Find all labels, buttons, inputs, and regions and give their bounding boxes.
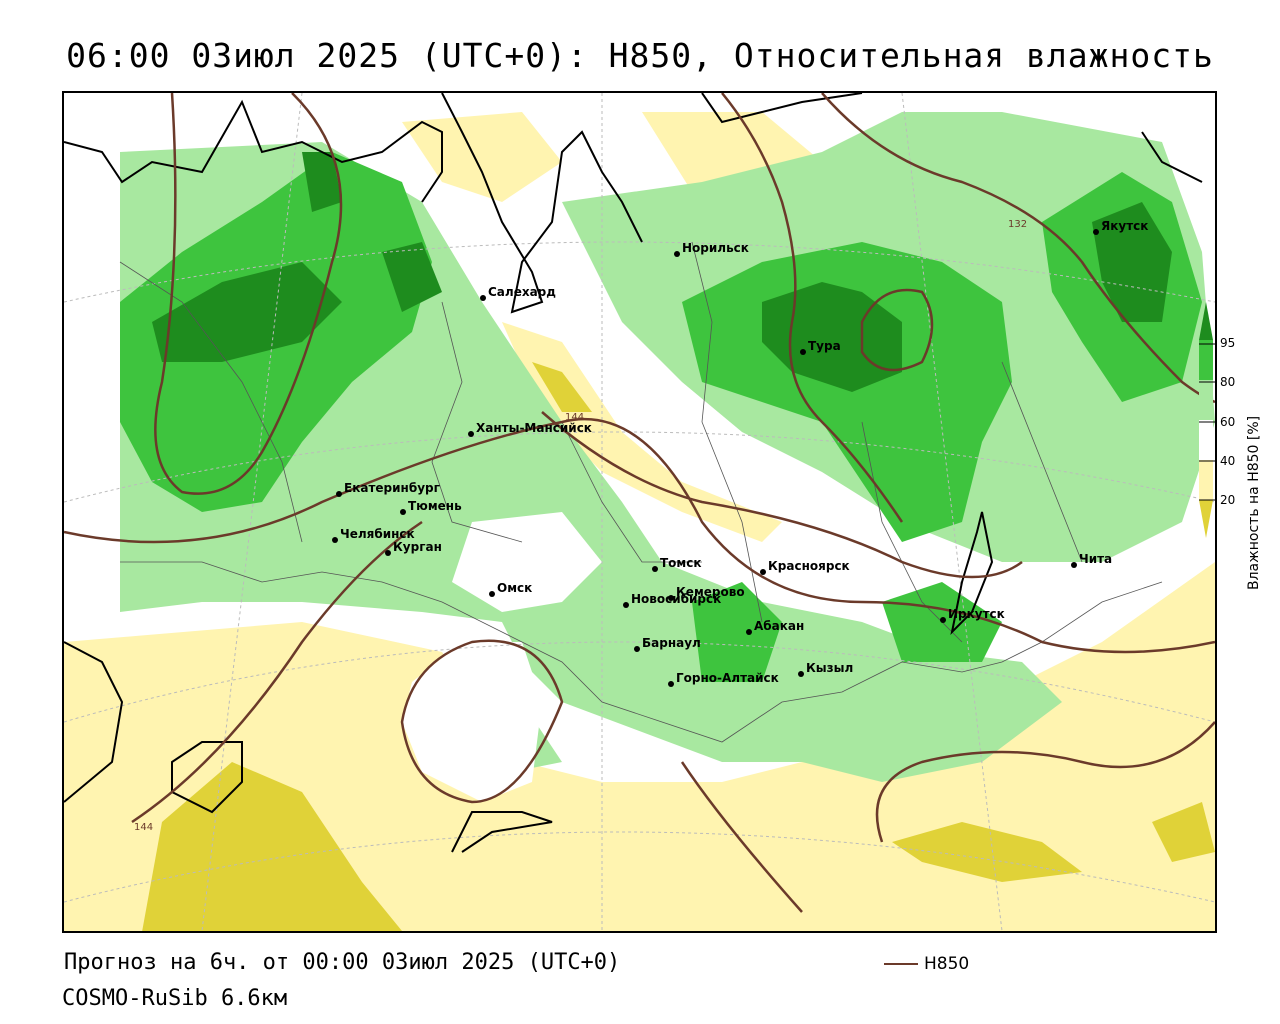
city-label: Горно-Алтайск — [676, 671, 779, 685]
colorbar-title: Влажность на H850 [%] — [1246, 350, 1266, 590]
contour-label: 144 — [565, 412, 584, 423]
city-dot — [400, 509, 406, 515]
city-label: Якутск — [1101, 219, 1148, 233]
city-label: Абакан — [754, 619, 804, 633]
colorbar-bottom-arrow — [1199, 500, 1213, 538]
city-label: Омск — [497, 581, 532, 595]
colorbar-tick-label: 20 — [1220, 493, 1236, 507]
colorbar-tick-label: 40 — [1220, 454, 1236, 468]
city-label: Норильск — [682, 241, 749, 255]
colorbar-tick-label: 60 — [1220, 415, 1236, 429]
forecast-info: Прогноз на 6ч. от 00:00 03июл 2025 (UTC+… — [64, 950, 621, 975]
city-label: Екатеринбург — [344, 481, 440, 495]
contour-label: 144 — [134, 822, 153, 833]
city-label: Кызыл — [806, 661, 853, 675]
city-dot — [760, 569, 766, 575]
humidity-map: 144 144 132 Норильск Якутск Салехард Тура Ха… — [62, 91, 1217, 933]
colorbar-segment — [1199, 340, 1213, 380]
colorbar-top-arrow — [1199, 302, 1213, 340]
city-label: Ханты-Мансийск — [476, 421, 592, 435]
city-dot — [798, 671, 804, 677]
low-humidity-areas — [402, 512, 602, 802]
city-markers: Норильск Якутск Салехард Тура Ханты-Мансийск… — [332, 219, 1148, 687]
contour-labels: 144 144 132 — [134, 219, 1027, 833]
city-dot — [800, 349, 806, 355]
model-name: COSMO-RuSib 6.6км — [62, 986, 288, 1011]
city-dot — [668, 681, 674, 687]
map-title: 06:00 03июл 2025 (UTC+0): H850, Относите… — [66, 36, 1214, 75]
city-dot — [336, 491, 342, 497]
colorbar-segment — [1199, 420, 1213, 460]
city-dot — [1071, 562, 1077, 568]
colorbar-tick-label: 80 — [1220, 375, 1236, 389]
colorbar-segment — [1199, 460, 1213, 500]
coastlines — [64, 93, 1203, 853]
city-dot — [746, 629, 752, 635]
saturated-areas — [152, 152, 1172, 392]
legend-label: H850 — [924, 954, 970, 974]
city-label: Новосибирск — [631, 592, 721, 606]
city-label: Тюмень — [408, 499, 462, 513]
city-dot — [634, 646, 640, 652]
city-label: Тура — [808, 339, 841, 353]
map-canvas: 144 144 132 Норильск Якутск Салехард Тура Ха… — [64, 93, 1215, 931]
colorbar-tick-label: 95 — [1220, 336, 1236, 350]
legend-line — [884, 963, 918, 965]
colorbar — [1199, 302, 1261, 552]
city-label: Барнаул — [642, 636, 701, 650]
contour-label: 132 — [1008, 219, 1027, 230]
city-label: Кемерово — [676, 585, 745, 599]
city-dot — [385, 550, 391, 556]
region-boundaries — [119, 241, 1163, 743]
city-dot — [940, 617, 946, 623]
city-dot — [489, 591, 495, 597]
colorbar-segment — [1199, 380, 1213, 420]
city-dot — [652, 566, 658, 572]
graticule — [64, 93, 1215, 931]
colorbar-scale — [1199, 302, 1217, 538]
h850-contours — [64, 93, 1215, 913]
city-dot — [332, 537, 338, 543]
contour-legend: H850 — [884, 954, 969, 974]
city-dot — [1093, 229, 1099, 235]
city-label: Иркутск — [948, 607, 1005, 621]
city-label: Курган — [393, 540, 442, 554]
city-dot — [468, 431, 474, 437]
city-dot — [623, 602, 629, 608]
city-dot — [480, 295, 486, 301]
city-dot — [668, 595, 674, 601]
city-dot — [674, 251, 680, 257]
city-label: Чита — [1079, 552, 1112, 566]
city-label: Челябинск — [340, 527, 415, 541]
city-label: Красноярск — [768, 559, 850, 573]
city-label: Салехард — [488, 285, 556, 299]
colorbar-title-text: Влажность на H850 [%] — [1246, 415, 1262, 590]
city-label: Томск — [660, 556, 702, 570]
